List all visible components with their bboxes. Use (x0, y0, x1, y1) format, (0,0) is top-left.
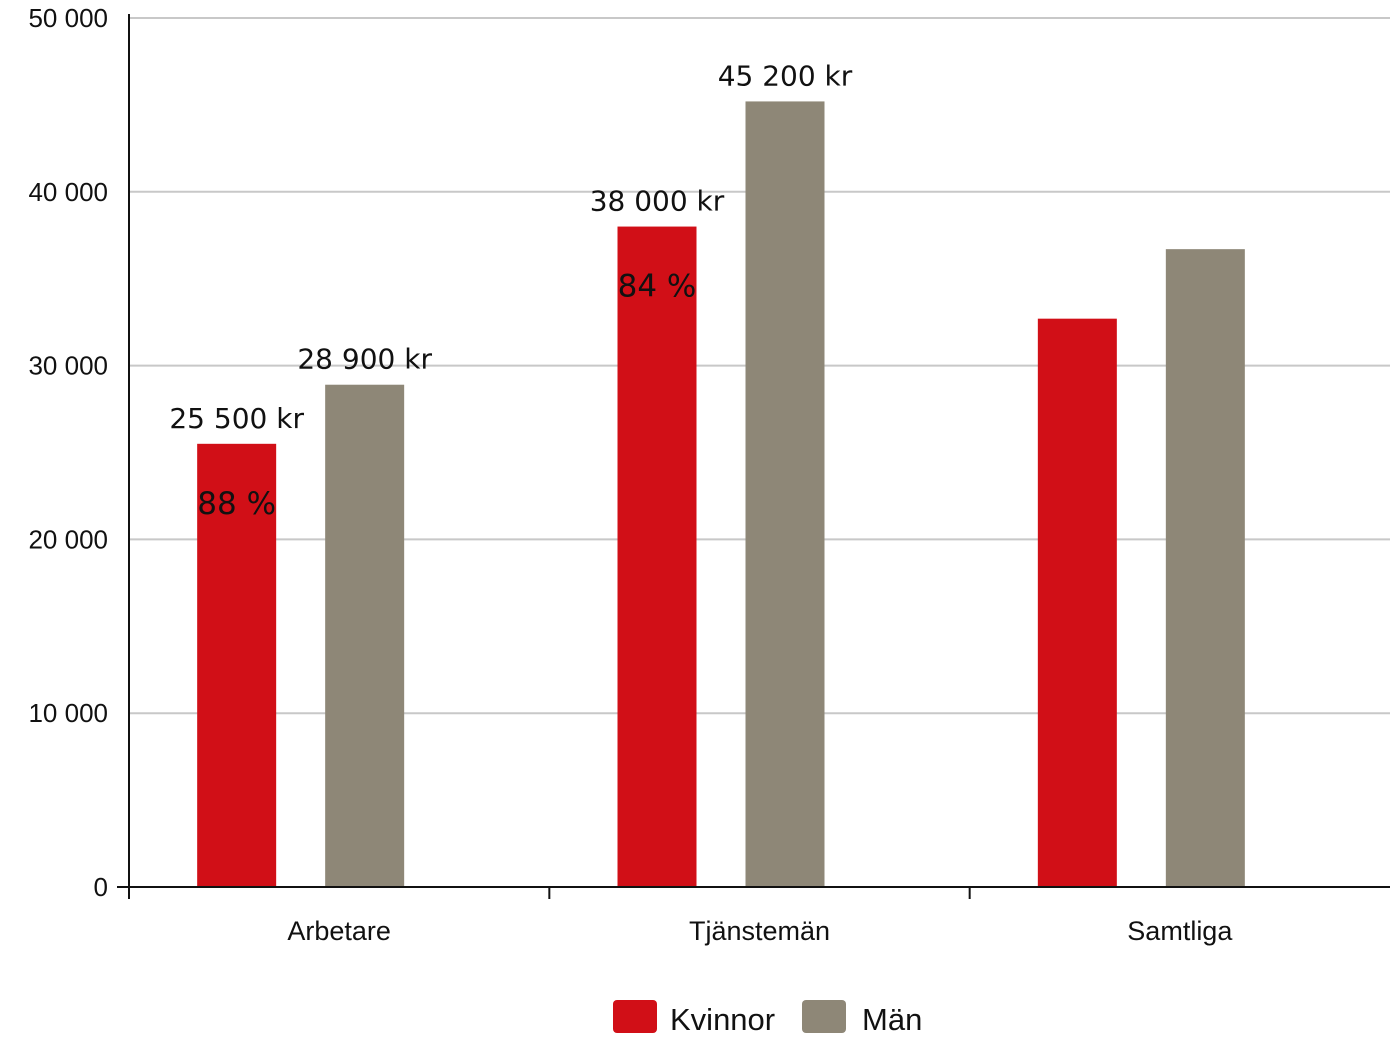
legend-label-kvinnor: Kvinnor (670, 1002, 775, 1037)
data-label: 38 000 kr (590, 185, 725, 218)
bar-kvinnor (617, 226, 697, 887)
legend-swatch-kvinnor (613, 1000, 657, 1033)
data-label: 28 900 kr (297, 343, 432, 376)
data-label: 25 500 kr (169, 402, 304, 435)
bar-män (1165, 249, 1245, 888)
ratio-label: 88 % (197, 486, 276, 522)
labels: 0 10 000 20 000 30 000 40 000 50 000 25 500 kr… (28, 3, 1233, 946)
y-tick-label: 10 000 (28, 698, 108, 728)
x-tick-label: Arbetare (287, 916, 391, 946)
ratio-label: 84 % (618, 269, 697, 305)
x-tick-label: Tjänstemän (689, 916, 830, 946)
bar-kvinnor (1037, 318, 1117, 887)
bar-män (325, 384, 405, 887)
axes (117, 14, 1390, 899)
legend-swatch-män (802, 1000, 846, 1033)
legend-label-män: Män (862, 1002, 922, 1037)
y-tick-label: 30 000 (28, 351, 108, 381)
bar-män (745, 101, 825, 887)
bars (197, 101, 1245, 888)
y-tick-label: 50 000 (28, 3, 108, 33)
y-tick-label: 20 000 (28, 524, 108, 554)
bar-kvinnor (197, 443, 277, 887)
x-tick-label: Samtliga (1127, 916, 1233, 946)
legend: Kvinnor Män (613, 1000, 922, 1037)
y-tick-label: 40 000 (28, 177, 108, 207)
y-tick-label: 0 (94, 872, 108, 902)
data-label: 45 200 kr (718, 59, 853, 92)
